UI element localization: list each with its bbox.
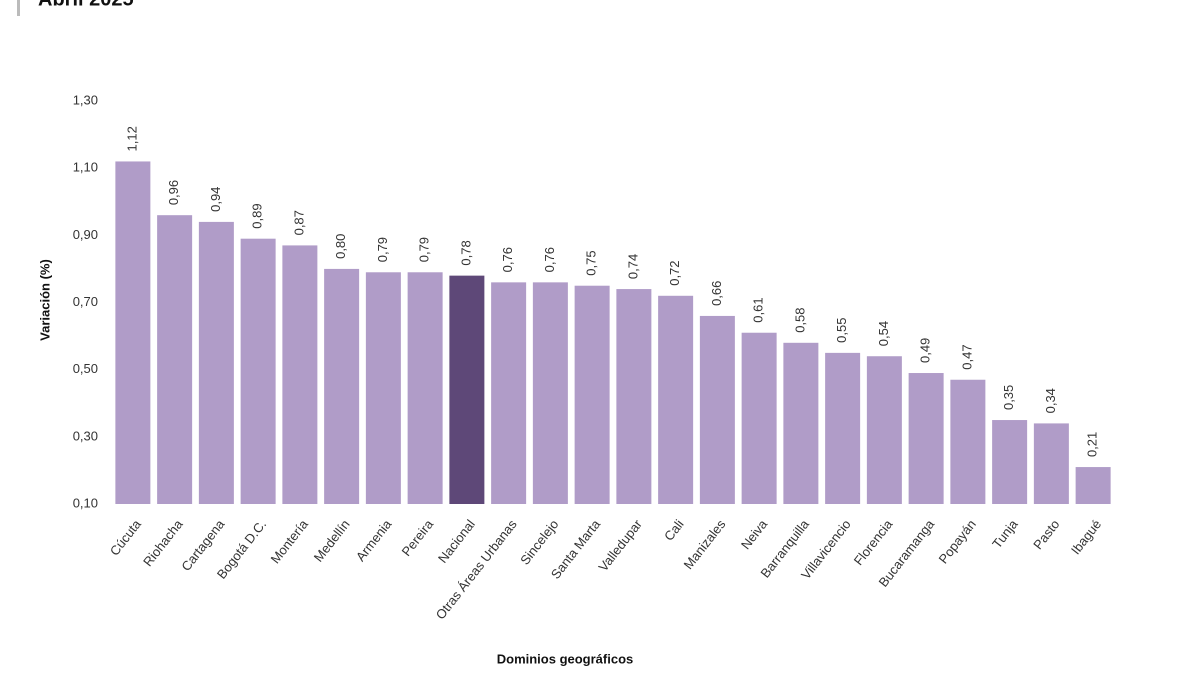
x-tick-label: Armenia: [353, 516, 395, 564]
bar: [407, 272, 443, 504]
x-tick-label: Valledupar: [595, 516, 645, 574]
value-label: 0,55: [834, 318, 849, 343]
value-label: 0,96: [166, 180, 181, 205]
value-label: 1,12: [124, 126, 139, 151]
bar: [240, 238, 276, 505]
y-axis-label: Variación (%): [37, 259, 52, 341]
bar: [866, 356, 902, 504]
bar: [741, 332, 777, 504]
x-tick-label: Riohacha: [140, 516, 186, 569]
bar: [950, 379, 986, 504]
bar: [783, 342, 819, 504]
value-label: 0,66: [709, 281, 724, 306]
bar: [365, 272, 401, 504]
y-tick-label: 0,90: [73, 227, 98, 242]
value-label: 0,49: [918, 338, 933, 363]
value-label: 0,87: [291, 210, 306, 235]
x-tick-label: Cali: [661, 517, 687, 544]
value-label: 0,94: [208, 187, 223, 212]
x-tick-label: Neiva: [738, 516, 771, 552]
y-tick-label: 1,10: [73, 160, 98, 175]
x-tick-label: Nacional: [435, 517, 478, 566]
bar: [825, 352, 861, 504]
x-tick-label: Cúcuta: [107, 516, 145, 558]
x-tick-label: Popayán: [936, 517, 979, 567]
chart-title: Abril 2025: [38, 0, 134, 10]
x-axis-label: Dominios geográficos: [497, 651, 634, 666]
value-label: 0,80: [333, 234, 348, 259]
value-label: 0,61: [751, 297, 766, 322]
x-tick-label: Manizales: [681, 516, 729, 572]
bar: [324, 268, 360, 504]
x-tick-label: Ibagué: [1068, 517, 1104, 558]
bar: [616, 289, 652, 504]
value-label: 0,76: [542, 247, 557, 272]
y-tick-label: 0,30: [73, 428, 98, 443]
x-tick-label: Otras Áreas Urbanas: [433, 516, 520, 622]
x-tick-label: Tunja: [989, 516, 1021, 551]
x-tick-label: Florencia: [851, 516, 896, 568]
value-label: 0,74: [625, 254, 640, 279]
x-tick-label: Montería: [268, 516, 312, 566]
value-label: 0,79: [375, 237, 390, 262]
y-tick-label: 0,50: [73, 361, 98, 376]
value-label: 0,34: [1043, 388, 1058, 413]
bar: [157, 215, 193, 504]
value-label: 0,75: [584, 250, 599, 275]
x-tick-label: Medellín: [311, 517, 353, 565]
value-label: 0,58: [792, 307, 807, 332]
value-label: 0,54: [876, 321, 891, 346]
value-label: 0,89: [250, 203, 265, 228]
bar: [699, 315, 735, 504]
bar: [574, 285, 610, 504]
value-label: 0,78: [458, 240, 473, 265]
value-label: 0,72: [667, 260, 682, 285]
value-label: 0,76: [500, 247, 515, 272]
bar: [532, 282, 568, 504]
value-label: 0,47: [959, 344, 974, 369]
value-label: 0,21: [1085, 432, 1100, 457]
bar: [992, 420, 1028, 504]
bar: [908, 373, 944, 504]
bar: [282, 245, 318, 505]
bar: [1075, 467, 1111, 504]
bar: [115, 161, 151, 504]
value-label: 0,79: [417, 237, 432, 262]
value-label: 0,35: [1001, 385, 1016, 410]
y-tick-label: 0,70: [73, 294, 98, 309]
bar: [449, 275, 485, 504]
x-tick-label: Pereira: [399, 516, 437, 559]
bar: [1033, 423, 1069, 504]
y-tick-label: 1,30: [73, 92, 98, 107]
title-accent: [17, 0, 20, 16]
bar: [198, 221, 234, 504]
bar: [658, 295, 694, 504]
y-tick-label: 0,10: [73, 495, 98, 510]
bar: [491, 282, 527, 504]
x-tick-label: Sincelejo: [517, 517, 561, 568]
x-tick-label: Pasto: [1030, 517, 1062, 552]
